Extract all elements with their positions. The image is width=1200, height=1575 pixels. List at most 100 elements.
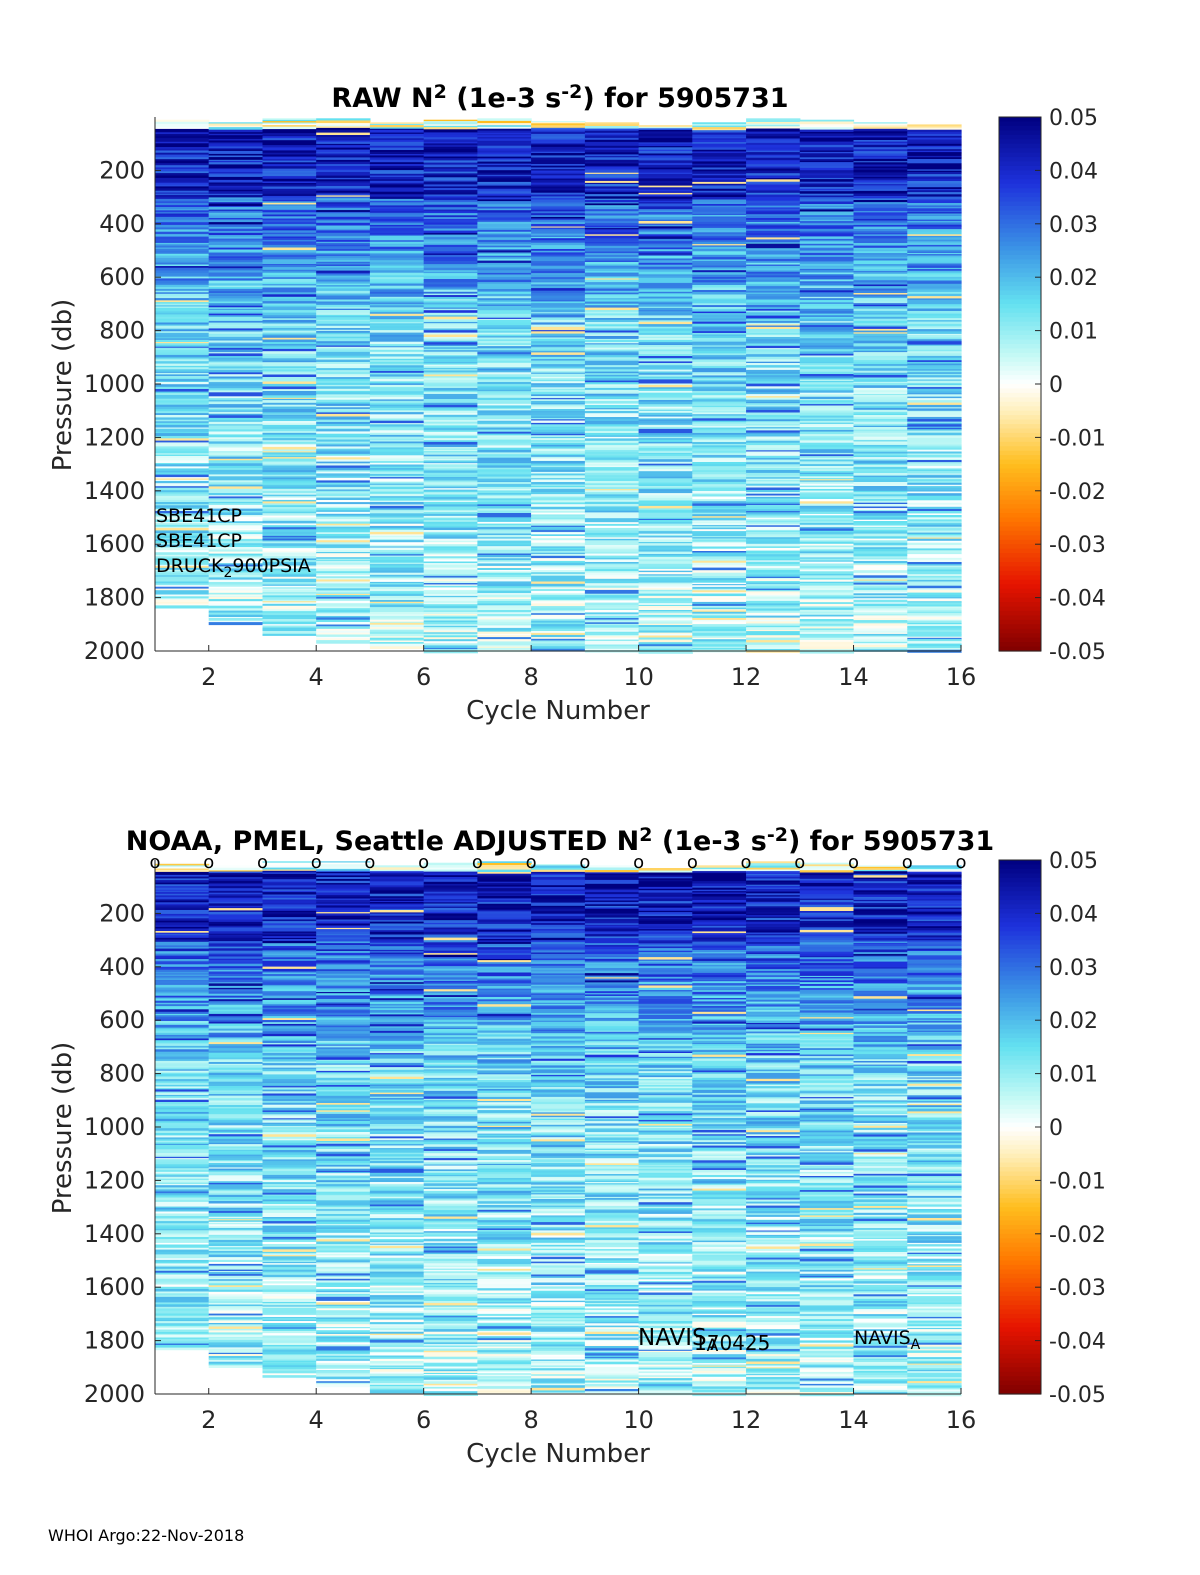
heatmap-cell [155,371,210,374]
heatmap-cell [369,636,425,639]
y-tick-label: 1800 [84,584,145,612]
heatmap-cell [208,460,263,462]
heatmap-cell [262,259,317,263]
heatmap-cell [746,598,801,602]
heatmap-cell [531,301,586,304]
heatmap-cell [692,427,747,430]
heatmap-cell [262,499,317,502]
heatmap-cell [423,521,478,525]
heatmap-cell [853,190,908,194]
heatmap-cell [369,159,425,163]
heatmap-cell [369,511,425,514]
heatmap-cell [262,578,317,582]
heatmap-cell [369,295,425,298]
heatmap-cell [746,581,801,584]
heatmap-cell [208,977,263,981]
heatmap-cell [692,450,747,454]
heatmap-cell [369,515,425,518]
heatmap-cell [853,213,908,216]
heatmap-cell [584,484,640,488]
heatmap-cell [692,154,747,158]
heatmap-cell [208,927,263,931]
heatmap-cell [584,612,640,615]
heatmap-cell [155,290,210,293]
heatmap-cell [638,167,693,170]
colorbar-segment [999,228,1041,234]
heatmap-cell [692,377,747,379]
heatmap-cell [746,594,801,597]
heatmap-cell [799,619,855,622]
heatmap-cell [638,610,693,612]
heatmap-cell [799,400,855,403]
heatmap-cell [262,562,317,565]
heatmap-cell [692,323,747,327]
heatmap-cell [208,1115,263,1119]
heatmap-cell [692,637,747,640]
heatmap-cell [907,643,962,647]
heatmap-cell [316,132,371,136]
heatmap-cell [369,189,425,193]
heatmap-cell [853,406,908,409]
heatmap-cell [584,406,640,409]
heatmap-cell [208,588,263,591]
heatmap-cell [584,147,640,151]
heatmap-cell [316,498,371,501]
heatmap-cell [155,1317,210,1321]
heatmap-cell [208,431,263,435]
heatmap-cell [692,333,747,335]
heatmap-cell [853,590,908,593]
heatmap-cell [208,1313,263,1316]
heatmap-cell [746,318,801,320]
heatmap-cell [746,451,801,454]
heatmap-cell [746,396,801,399]
heatmap-cell [692,282,747,286]
heatmap-cell [477,175,532,178]
heatmap-cell [692,309,747,313]
heatmap-cell [423,249,478,252]
heatmap-cell [477,387,532,391]
heatmap-cell [692,266,747,269]
heatmap-cell [477,310,532,313]
colorbar-segment [999,633,1041,639]
heatmap-cell [584,635,640,637]
heatmap-cell [316,229,371,232]
heatmap-cell [853,517,908,521]
heatmap-cell [907,615,962,618]
heatmap-cell [208,207,263,211]
heatmap-cell [531,458,586,461]
heatmap-cell [692,348,747,352]
heatmap-cell [746,252,801,255]
heatmap-cell [638,428,693,433]
heatmap-cell [907,504,962,508]
heatmap-cell [746,293,801,297]
heatmap-cell [262,597,317,601]
heatmap-cell [208,449,263,452]
heatmap-cell [584,288,640,292]
heatmap-cell [746,560,801,563]
heatmap-cell [531,258,586,262]
heatmap-cell [208,262,263,265]
heatmap-cell [638,551,693,555]
heatmap-cell [155,1097,210,1101]
heatmap-cell [853,155,908,158]
heatmap-cell [853,392,908,395]
heatmap-cell [638,379,693,382]
heatmap-cell [262,486,317,489]
heatmap-cell [477,508,532,512]
heatmap-cell [531,170,586,174]
heatmap-cell [369,578,425,581]
heatmap-cell [155,918,210,922]
heatmap-cell [853,567,908,571]
heatmap-cell [853,618,908,621]
heatmap-cell [208,1242,263,1244]
heatmap-cell [477,312,532,315]
heatmap-cell [746,377,801,380]
heatmap-cell [692,240,747,243]
heatmap-cell [155,598,210,601]
heatmap-cell [584,211,640,214]
heatmap-cell [155,246,210,249]
heatmap-cell [369,376,425,379]
heatmap-cell [155,974,210,977]
heatmap-cell [477,150,532,154]
heatmap-cell [584,489,640,491]
